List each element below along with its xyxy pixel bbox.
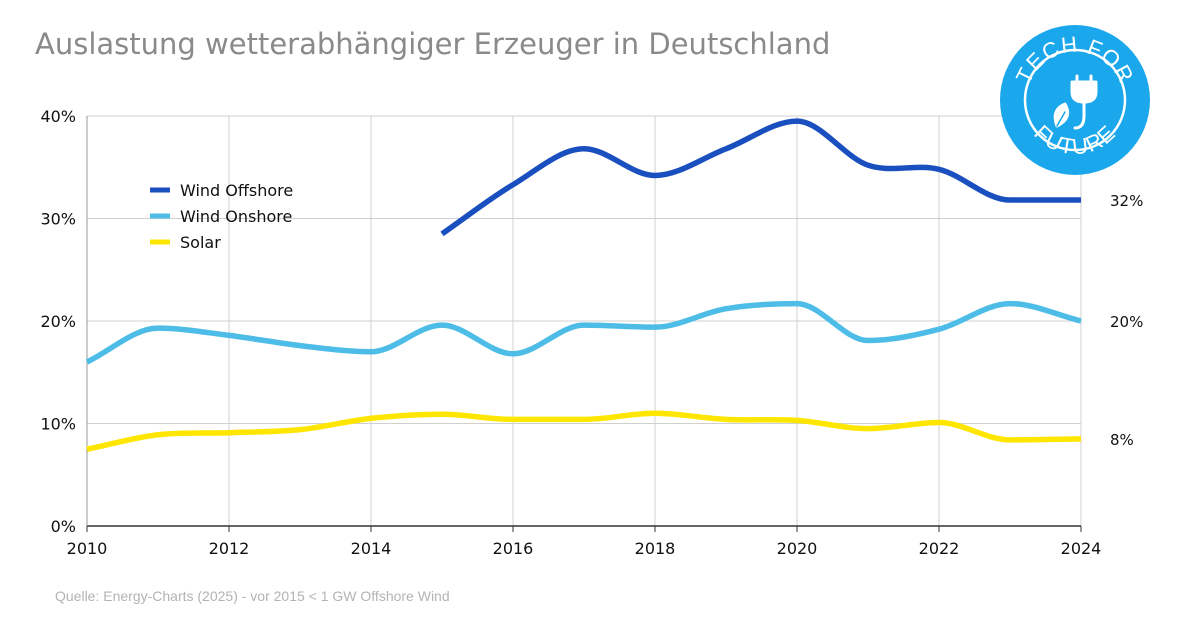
x-tick-label: 2024 bbox=[1061, 539, 1102, 558]
y-tick-label: 40% bbox=[40, 107, 76, 126]
series-line-wind-onshore bbox=[85, 300, 1082, 365]
legend-label: Wind Offshore bbox=[180, 181, 293, 200]
plug-leaf-icon bbox=[1053, 74, 1098, 130]
chart-title: Auslastung wetterabhängiger Erzeuger in … bbox=[35, 27, 831, 61]
legend-label: Solar bbox=[180, 233, 221, 252]
series-lines bbox=[85, 118, 1082, 452]
x-tick-label: 2020 bbox=[777, 539, 818, 558]
y-tick-label: 0% bbox=[51, 517, 76, 536]
x-tick-label: 2016 bbox=[493, 539, 534, 558]
legend-label: Wind Onshore bbox=[180, 207, 292, 226]
x-tick-label: 2018 bbox=[635, 539, 676, 558]
series-line-solar bbox=[86, 410, 1082, 452]
series-line-wind-offshore bbox=[440, 118, 1081, 237]
y-tick-label: 30% bbox=[40, 210, 76, 229]
x-tick-label: 2010 bbox=[67, 539, 108, 558]
x-tick-label: 2012 bbox=[209, 539, 250, 558]
grid bbox=[86, 115, 1082, 526]
x-tick-label: 2014 bbox=[351, 539, 392, 558]
source-note: Quelle: Energy-Charts (2025) - vor 2015 … bbox=[55, 588, 450, 604]
end-label-wind-onshore: 20% bbox=[1110, 313, 1143, 331]
y-tick-label: 10% bbox=[40, 415, 76, 434]
end-label-solar: 8% bbox=[1110, 431, 1134, 449]
tech-for-future-logo: TECH FOR FUTURE bbox=[1000, 25, 1150, 175]
end-labels: 32% 20% 8% bbox=[1110, 192, 1143, 449]
x-tick-label: 2022 bbox=[919, 539, 960, 558]
legend: Wind Offshore Wind Onshore Solar bbox=[150, 181, 293, 252]
axes: 0% 10% 20% 30% 40% 2010 2012 2014 2016 2018 2020 20… bbox=[40, 107, 1101, 558]
end-label-wind-offshore: 32% bbox=[1110, 192, 1143, 210]
y-tick-label: 20% bbox=[40, 312, 76, 331]
